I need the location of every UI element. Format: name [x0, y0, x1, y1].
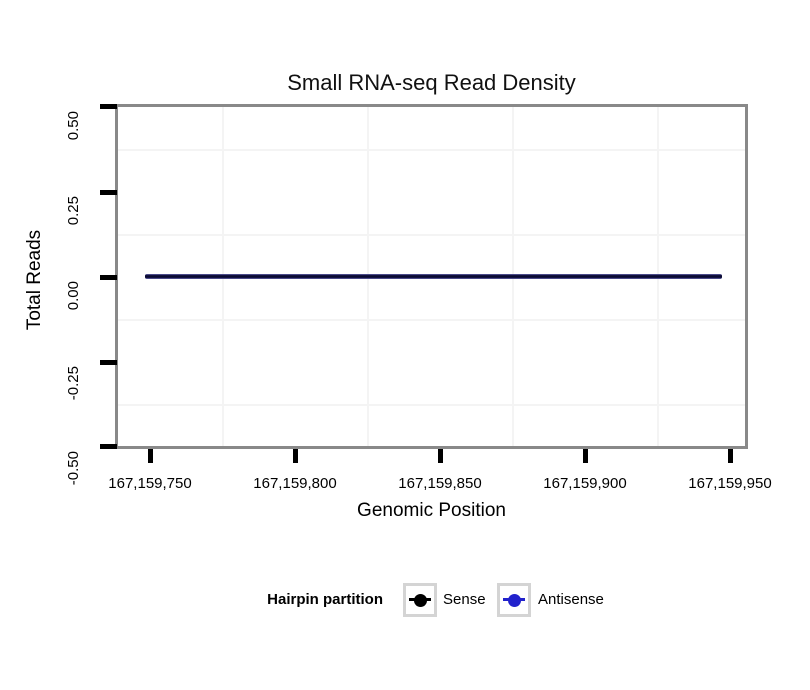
y-axis-title: Total Reads: [24, 229, 45, 331]
y-tick-mark: [100, 104, 117, 109]
x-tick-label: 167,159,900: [543, 475, 627, 492]
y-tick-label: -0.25: [65, 366, 82, 401]
x-tick-label: 167,159,800: [253, 475, 337, 492]
y-tick-mark: [100, 360, 117, 365]
y-tick-label: 0.25: [65, 196, 82, 226]
gridline-minor-horizontal: [118, 149, 745, 151]
x-tick-mark: [148, 449, 153, 463]
y-tick-label: -0.50: [65, 451, 82, 486]
x-tick-mark: [293, 449, 298, 463]
x-tick-mark: [438, 449, 443, 463]
gridline-minor-horizontal: [118, 234, 745, 236]
x-tick-mark: [728, 449, 733, 463]
y-tick-label: 0.50: [65, 111, 82, 141]
plot-panel: [115, 104, 748, 449]
x-tick-mark: [583, 449, 588, 463]
antisense-point-glyph: [507, 593, 521, 607]
y-tick-mark: [100, 190, 117, 195]
legend-key-sense: [403, 583, 437, 617]
sense-point-glyph: [413, 593, 427, 607]
chart-title: Small RNA-seq Read Density: [287, 70, 576, 95]
legend-label-antisense: Antisense: [538, 591, 604, 608]
x-tick-label: 167,159,850: [398, 475, 482, 492]
x-axis-title: Genomic Position: [357, 500, 506, 521]
y-tick-mark: [100, 275, 117, 280]
legend-key-antisense: [497, 583, 531, 617]
legend-label-sense: Sense: [443, 591, 486, 608]
legend-title: Hairpin partition: [267, 591, 383, 608]
read-density-line-series: [145, 274, 722, 279]
x-tick-label: 167,159,750: [108, 475, 192, 492]
x-tick-label: 167,159,950: [688, 475, 772, 492]
y-tick-mark: [100, 444, 117, 449]
gridline-minor-horizontal: [118, 404, 745, 406]
y-tick-label: 0.00: [65, 281, 82, 311]
gridline-minor-horizontal: [118, 319, 745, 321]
